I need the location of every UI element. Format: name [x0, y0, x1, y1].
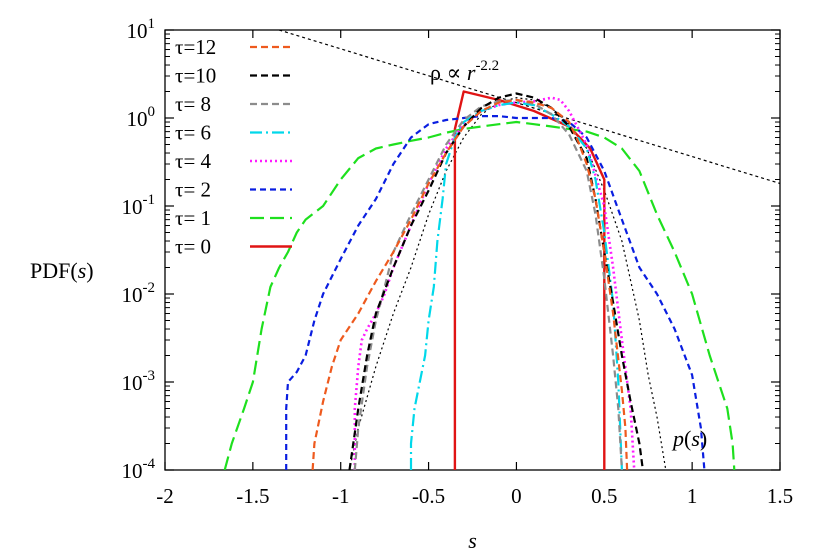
series-line-7 [453, 90, 606, 470]
legend-label-3: τ= 6 [175, 121, 211, 145]
y-tick-label: 10-4 [122, 456, 156, 483]
x-axis-title: s [468, 528, 477, 553]
y-tick-label: 10-3 [122, 368, 156, 395]
legend-label-1: τ=10 [175, 64, 216, 88]
x-tick-label: -0.5 [412, 484, 445, 508]
legend-label-6: τ= 1 [175, 206, 211, 230]
ps-annotation: p(s) [671, 426, 707, 451]
series-line-1 [348, 92, 644, 470]
x-tick-label: 1.5 [767, 484, 793, 508]
y-tick-label: 101 [127, 16, 156, 43]
legend-label-2: τ= 8 [175, 92, 211, 116]
plot-area [223, 30, 780, 470]
x-tick-label: 0 [511, 484, 522, 508]
y-tick-label: 100 [127, 104, 156, 131]
x-tick-label: 0.5 [591, 484, 617, 508]
y-tick-label: 10-2 [122, 280, 156, 307]
series-line-3 [409, 101, 623, 470]
x-tick-label: -1 [332, 484, 350, 508]
legend-label-0: τ=12 [175, 35, 216, 59]
power-law-annotation: ρ ∝ r-2.2 [430, 58, 499, 85]
ps-reference-curve [348, 97, 667, 470]
legend-label-5: τ= 2 [175, 178, 211, 202]
x-tick-label: 1 [687, 484, 698, 508]
legend-label-7: τ= 0 [175, 235, 211, 259]
power-law-line [279, 30, 780, 185]
x-tick-label: -2 [156, 484, 174, 508]
y-axis-title: PDF(s) [30, 258, 94, 283]
legend-label-4: τ= 4 [175, 149, 212, 173]
series-line-0 [311, 98, 629, 470]
series-line-2 [353, 98, 623, 470]
x-tick-label: -1.5 [236, 484, 269, 508]
plot-frame [164, 29, 781, 471]
y-tick-label: 10-1 [122, 192, 156, 219]
